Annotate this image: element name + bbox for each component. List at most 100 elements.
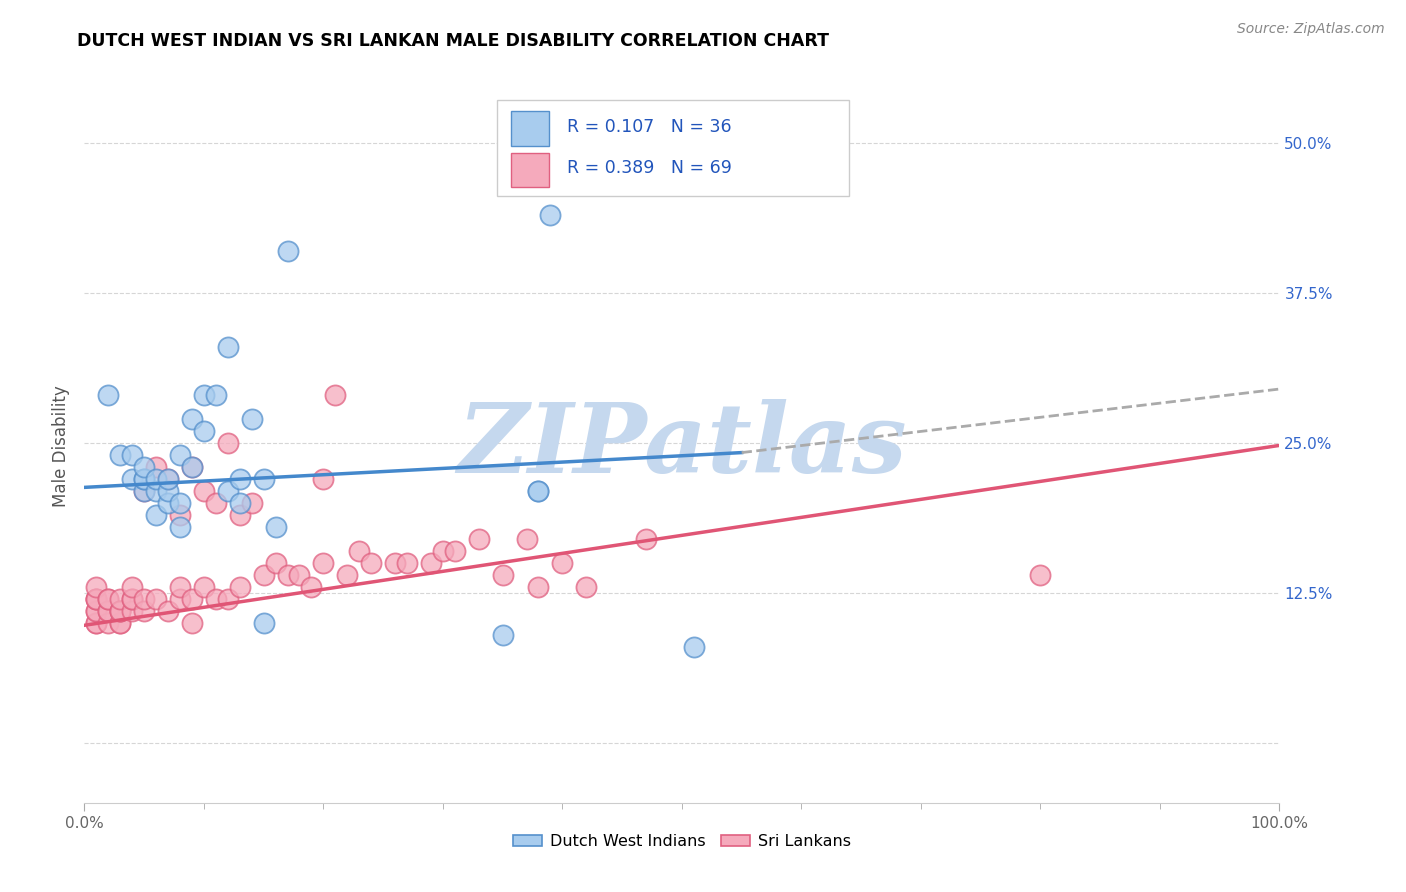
Point bbox=[181, 460, 204, 475]
Point bbox=[97, 604, 120, 618]
Point bbox=[468, 532, 491, 546]
Point bbox=[157, 472, 180, 486]
Point bbox=[193, 424, 215, 438]
Point bbox=[86, 591, 108, 606]
Point bbox=[205, 496, 228, 510]
Point bbox=[277, 568, 299, 582]
Point bbox=[444, 544, 467, 558]
Point bbox=[253, 472, 276, 486]
Point bbox=[264, 556, 287, 570]
Point bbox=[432, 544, 454, 558]
Point bbox=[132, 591, 156, 606]
Point bbox=[492, 628, 515, 642]
Point bbox=[157, 472, 180, 486]
Point bbox=[540, 208, 562, 222]
Point bbox=[205, 591, 228, 606]
Point bbox=[110, 604, 132, 618]
Point bbox=[110, 448, 132, 462]
Point bbox=[97, 591, 120, 606]
Point bbox=[121, 591, 143, 606]
Point bbox=[97, 604, 120, 618]
Point bbox=[97, 615, 120, 630]
Point bbox=[110, 615, 132, 630]
Point bbox=[527, 483, 550, 498]
Point bbox=[86, 604, 108, 618]
Point bbox=[288, 568, 311, 582]
Point bbox=[110, 604, 132, 618]
Point bbox=[86, 615, 108, 630]
Text: ZIPatlas: ZIPatlas bbox=[457, 399, 907, 493]
Point bbox=[181, 460, 204, 475]
Text: R = 0.107   N = 36: R = 0.107 N = 36 bbox=[567, 118, 731, 136]
Point bbox=[132, 604, 156, 618]
Point bbox=[217, 436, 239, 450]
Point bbox=[86, 604, 108, 618]
Point bbox=[157, 483, 180, 498]
Text: Source: ZipAtlas.com: Source: ZipAtlas.com bbox=[1237, 22, 1385, 37]
Point bbox=[527, 483, 550, 498]
Point bbox=[349, 544, 371, 558]
Point bbox=[86, 580, 108, 594]
Point bbox=[336, 568, 359, 582]
Point bbox=[229, 508, 252, 522]
Point bbox=[121, 604, 143, 618]
Point bbox=[312, 556, 335, 570]
Point bbox=[145, 591, 167, 606]
Point bbox=[110, 604, 132, 618]
Point bbox=[527, 580, 550, 594]
Point bbox=[240, 412, 263, 426]
Point bbox=[110, 591, 132, 606]
Point bbox=[277, 244, 299, 259]
Point bbox=[516, 532, 538, 546]
Point bbox=[132, 483, 156, 498]
Point bbox=[264, 520, 287, 534]
Point bbox=[217, 591, 239, 606]
Point bbox=[169, 508, 191, 522]
Point bbox=[325, 388, 347, 402]
Point bbox=[636, 532, 658, 546]
Point bbox=[229, 472, 252, 486]
Point bbox=[157, 604, 180, 618]
Point bbox=[132, 483, 156, 498]
Point bbox=[229, 580, 252, 594]
Point bbox=[97, 388, 120, 402]
Point bbox=[1029, 568, 1052, 582]
Point bbox=[181, 615, 204, 630]
Legend: Dutch West Indians, Sri Lankans: Dutch West Indians, Sri Lankans bbox=[506, 828, 858, 855]
Point bbox=[217, 483, 239, 498]
Text: DUTCH WEST INDIAN VS SRI LANKAN MALE DISABILITY CORRELATION CHART: DUTCH WEST INDIAN VS SRI LANKAN MALE DIS… bbox=[77, 32, 830, 50]
Point bbox=[132, 472, 156, 486]
Point bbox=[181, 412, 204, 426]
Point bbox=[193, 580, 215, 594]
Point bbox=[121, 591, 143, 606]
Point bbox=[169, 496, 191, 510]
Point bbox=[492, 568, 515, 582]
Point bbox=[86, 615, 108, 630]
Point bbox=[551, 556, 574, 570]
Point bbox=[169, 448, 191, 462]
Point bbox=[121, 448, 143, 462]
Point bbox=[181, 591, 204, 606]
Point bbox=[229, 496, 252, 510]
Point bbox=[86, 591, 108, 606]
Point bbox=[420, 556, 443, 570]
Point bbox=[575, 580, 598, 594]
Point bbox=[145, 460, 167, 475]
Point bbox=[121, 580, 143, 594]
Point bbox=[97, 591, 120, 606]
Point bbox=[683, 640, 706, 654]
Text: R = 0.389   N = 69: R = 0.389 N = 69 bbox=[567, 160, 733, 178]
Point bbox=[396, 556, 419, 570]
Point bbox=[312, 472, 335, 486]
Point bbox=[193, 483, 215, 498]
FancyBboxPatch shape bbox=[510, 112, 550, 145]
Y-axis label: Male Disability: Male Disability bbox=[52, 385, 70, 507]
Point bbox=[145, 472, 167, 486]
Point bbox=[86, 591, 108, 606]
Point bbox=[217, 340, 239, 354]
Point bbox=[132, 460, 156, 475]
Point bbox=[384, 556, 406, 570]
Point bbox=[110, 615, 132, 630]
FancyBboxPatch shape bbox=[510, 153, 550, 187]
Point bbox=[360, 556, 382, 570]
